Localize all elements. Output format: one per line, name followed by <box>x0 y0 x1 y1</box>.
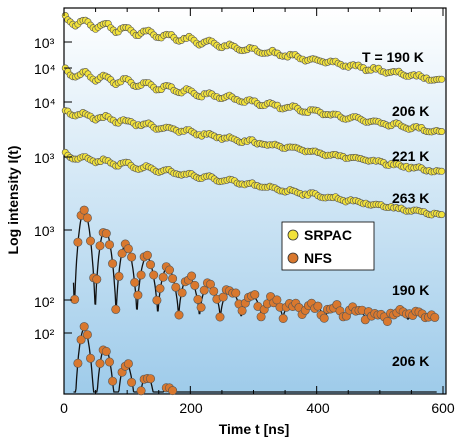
curve-label: T = 190 K <box>362 49 424 65</box>
x-tick-label: 200 <box>179 400 203 416</box>
data-point <box>165 265 175 275</box>
data-point <box>190 280 200 290</box>
data-point <box>146 260 156 270</box>
data-point <box>174 310 184 320</box>
y-tick-label: 10⁴ <box>34 61 56 77</box>
data-point <box>105 240 115 250</box>
data-point <box>231 288 241 298</box>
data-point <box>108 376 118 386</box>
x-tick-label: 600 <box>431 400 455 416</box>
legend-marker-srpac <box>287 229 299 241</box>
data-point <box>237 306 247 316</box>
data-point <box>79 205 89 215</box>
data-point <box>101 229 111 239</box>
data-point <box>430 312 440 322</box>
data-points <box>61 12 446 396</box>
data-point <box>123 244 133 254</box>
legend-box <box>281 221 375 271</box>
data-point <box>130 277 140 287</box>
legend-label-srpac: SRPAC <box>304 227 352 243</box>
legend-marker-nfs <box>287 252 299 264</box>
data-point <box>313 301 323 311</box>
y-tick-label: 10³ <box>34 150 55 166</box>
y-tick-label: 10² <box>34 326 55 342</box>
data-point <box>278 313 288 323</box>
data-point <box>187 271 197 281</box>
y-tick-label: 10³ <box>34 223 55 239</box>
curve-label: 221 K <box>392 148 429 164</box>
data-point <box>79 322 89 332</box>
x-tick-label: 0 <box>60 400 68 416</box>
curve-label: 206 K <box>392 353 429 369</box>
data-point <box>382 316 392 326</box>
curve-label: 263 K <box>392 190 429 206</box>
data-point <box>105 357 115 367</box>
x-tick-label: 400 <box>306 400 330 416</box>
y-tick-label: 10² <box>34 294 55 310</box>
x-axis-title: Time t [ns] <box>219 421 290 437</box>
data-point <box>168 274 178 284</box>
data-point <box>196 302 206 312</box>
data-point <box>86 353 96 363</box>
data-point <box>82 213 92 223</box>
data-point <box>319 313 329 323</box>
data-point <box>152 295 162 305</box>
data-point <box>86 236 96 246</box>
data-point <box>438 128 446 136</box>
legend: SRPAC NFS <box>281 221 375 271</box>
data-point <box>95 358 105 368</box>
data-point <box>73 358 83 368</box>
data-point <box>111 304 121 314</box>
data-point <box>215 312 225 322</box>
data-point <box>136 386 146 396</box>
data-point <box>73 237 83 247</box>
curve-label: 190 K <box>392 282 429 298</box>
fit-curve <box>73 328 437 393</box>
data-point <box>438 75 446 83</box>
curve-label: 206 K <box>392 103 429 119</box>
data-point <box>95 241 105 251</box>
data-point <box>438 167 446 175</box>
data-point <box>108 259 118 269</box>
y-axis-title: Log intensity I(t) <box>5 146 21 255</box>
data-point <box>149 270 159 280</box>
data-point <box>82 330 92 340</box>
data-point <box>123 359 133 369</box>
legend-label-nfs: NFS <box>304 250 332 266</box>
axis-ticks <box>63 8 444 394</box>
data-point <box>177 288 187 298</box>
plot-background <box>63 7 447 395</box>
data-point <box>92 274 102 284</box>
y-tick-label: 10³ <box>34 35 55 51</box>
data-point <box>146 374 156 384</box>
data-point <box>136 270 146 280</box>
data-point <box>155 283 165 293</box>
data-point <box>438 211 446 219</box>
data-point <box>127 252 137 262</box>
data-point <box>101 346 111 356</box>
data-point <box>114 271 124 281</box>
data-point <box>70 294 80 304</box>
data-point <box>158 272 168 282</box>
y-tick-label: 10⁴ <box>34 95 56 111</box>
data-point <box>142 250 152 260</box>
data-point <box>193 294 203 304</box>
data-point <box>209 286 219 296</box>
data-point <box>250 290 260 300</box>
data-point <box>199 285 209 295</box>
data-point <box>133 290 143 300</box>
data-point <box>117 249 127 259</box>
data-point <box>168 386 178 396</box>
data-point <box>76 335 86 345</box>
data-point <box>127 377 137 387</box>
data-point <box>171 282 181 292</box>
